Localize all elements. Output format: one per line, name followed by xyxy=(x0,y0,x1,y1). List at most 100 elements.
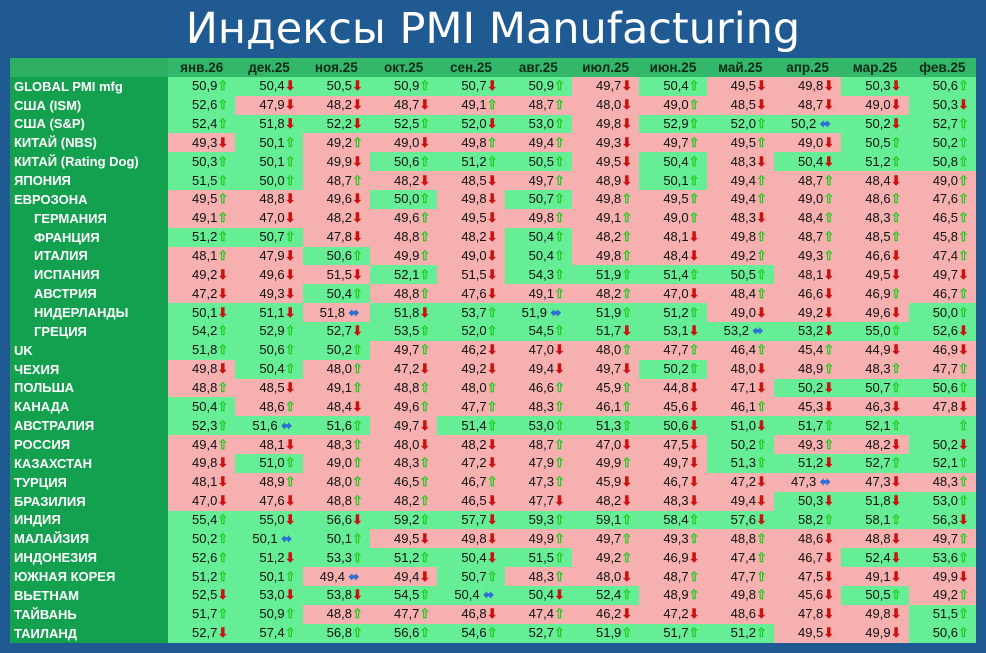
column-header: фев.25 xyxy=(908,58,976,77)
arrow-down-icon: ⬇ xyxy=(486,210,498,226)
arrow-up-icon: ⇧ xyxy=(688,511,700,527)
cell-value: 48,9 xyxy=(797,361,824,377)
value-cell: 50,4⇧ xyxy=(235,359,303,379)
arrow-up-icon: ⇧ xyxy=(756,229,767,245)
cell-value: 48,7 xyxy=(528,436,554,452)
arrow-up-icon: ⇧ xyxy=(688,172,700,188)
cell-value: 49,8 xyxy=(730,587,756,603)
arrow-up-icon: ⇧ xyxy=(419,229,431,245)
cell-value: 45,3 xyxy=(797,398,824,414)
value-cell: 50,6⇧ xyxy=(302,246,370,266)
cell-value: 49,6 xyxy=(259,266,285,282)
arrow-up-icon: ⇧ xyxy=(352,625,363,641)
value-cell: 49,7⬇ xyxy=(571,359,640,379)
table-row: ИНДОНЕЗИЯ 52,6⇧ 51,2⬇ 53,3⇧ 51,2⇧ 50,4⬇ 51,5⇧ 4… xyxy=(10,548,976,568)
cell-value: 48,4 xyxy=(730,285,756,301)
value-cell: 49,8⬇ xyxy=(571,114,640,134)
arrow-flat-icon: ⬌ xyxy=(819,474,831,490)
value-cell: 48,4⇧ xyxy=(706,284,774,304)
value-cell: 49,8⇧ xyxy=(504,208,572,228)
cell-value: 52,2 xyxy=(326,115,352,131)
arrow-up-icon: ⇧ xyxy=(284,606,296,622)
cell-value: 49,5 xyxy=(461,210,487,226)
value-cell: 52,6⇧ xyxy=(168,95,236,115)
value-cell: 47,3 ⬌ xyxy=(773,472,842,492)
cell-value: 52,4 xyxy=(865,549,891,565)
cell-value: 49,7 xyxy=(663,134,689,150)
arrow-up-icon: ⇧ xyxy=(958,304,969,320)
value-cell: 48,7⇧ xyxy=(504,435,572,454)
arrow-up-icon: ⇧ xyxy=(890,455,902,471)
arrow-down-icon: ⬇ xyxy=(756,153,767,169)
cell-value: 52,7 xyxy=(932,115,958,131)
cell-value: 49,5 xyxy=(865,266,891,282)
arrow-up-icon: ⇧ xyxy=(217,379,229,395)
value-cell: 50,2⇧ xyxy=(706,435,774,454)
value-cell: 50,2⇧ xyxy=(302,340,370,360)
arrow-up-icon: ⇧ xyxy=(890,417,902,433)
cell-value: 49,8 xyxy=(461,530,487,546)
cell-value: 49,3 xyxy=(663,530,689,546)
arrow-down-icon: ⬇ xyxy=(352,323,363,339)
arrow-up-icon: ⇧ xyxy=(554,436,565,452)
arrow-up-icon: ⇧ xyxy=(217,530,229,546)
cell-value: 48,2 xyxy=(461,436,487,452)
value-cell: 49,6⇧ xyxy=(369,397,438,417)
cell-value: 49,2 xyxy=(932,587,958,603)
cell-value: 49,3 xyxy=(192,134,218,150)
cell-value: 49,7 xyxy=(528,172,554,188)
arrow-up-icon: ⇧ xyxy=(554,247,565,263)
arrow-down-icon: ⬇ xyxy=(284,97,296,113)
value-cell: 48,1⬇ xyxy=(639,227,707,247)
arrow-up-icon: ⇧ xyxy=(419,587,431,603)
arrow-down-icon: ⬇ xyxy=(756,361,767,377)
arrow-up-icon: ⇧ xyxy=(284,361,296,377)
arrow-down-icon: ⬇ xyxy=(217,304,229,320)
arrow-down-icon: ⬇ xyxy=(823,97,835,113)
cell-value: 49,4 xyxy=(528,361,554,377)
value-cell: 49,7⇧ xyxy=(504,171,572,190)
arrow-down-icon: ⬇ xyxy=(823,78,835,94)
arrow-down-icon: ⬇ xyxy=(352,266,363,282)
arrow-up-icon: ⇧ xyxy=(823,191,835,207)
value-cell: 54,3⇧ xyxy=(504,265,572,285)
value-cell: 48,3⇧ xyxy=(841,208,909,228)
cell-value: 50,4 xyxy=(192,398,218,414)
arrow-down-icon: ⬇ xyxy=(890,436,902,452)
value-cell: 48,8⬇ xyxy=(235,189,303,209)
cell-value: 54,3 xyxy=(528,266,554,282)
cell-value: 49,7 xyxy=(932,530,958,546)
cell-value: 50,5 xyxy=(865,134,891,150)
cell-value: 46,1 xyxy=(730,398,756,414)
table-row: КАЗАХСТАН 49,8⬇ 51,0⇧ 49,0⇧ 48,3⇧ 47,2⬇ 47,9⇧ 4… xyxy=(10,453,976,473)
arrow-up-icon: ⇧ xyxy=(419,379,431,395)
value-cell: 51,9 ⬌ xyxy=(504,303,572,322)
cell-value: 49,6 xyxy=(394,398,420,414)
arrow-up-icon: ⇧ xyxy=(217,549,229,565)
value-cell: 48,2⇧ xyxy=(369,491,438,511)
value-cell: 52,0⇧ xyxy=(437,321,505,341)
arrow-down-icon: ⬇ xyxy=(352,191,363,207)
value-cell: 45,4⇧ xyxy=(773,340,842,360)
arrow-up-icon: ⇧ xyxy=(756,549,767,565)
value-cell: 51,5⇧ xyxy=(168,171,236,190)
cell-value: 46,3 xyxy=(865,398,891,414)
value-cell: 50,4⇧ xyxy=(168,397,236,417)
cell-value: 48,2 xyxy=(595,229,622,245)
arrow-flat-icon: ⬌ xyxy=(348,568,360,584)
cell-value: 55,0 xyxy=(865,323,891,339)
value-cell: 51,8⇧ xyxy=(168,340,236,360)
arrow-down-icon: ⬇ xyxy=(890,304,902,320)
value-cell: 48,6⬇ xyxy=(773,529,842,549)
cell-value: 49,1 xyxy=(528,285,554,301)
cell-value: 49,1 xyxy=(595,210,622,226)
arrow-down-icon: ⬇ xyxy=(217,587,229,603)
value-cell: 54,2⇧ xyxy=(168,321,236,341)
arrow-flat-icon: ⬌ xyxy=(550,304,562,320)
arrow-up-icon: ⇧ xyxy=(958,191,969,207)
cell-value: 55,4 xyxy=(192,511,218,527)
value-cell: 52,9⇧ xyxy=(639,114,707,134)
value-cell: 50,1 ⬌ xyxy=(235,529,303,549)
arrow-down-icon: ⬇ xyxy=(621,493,633,509)
cell-value: 52,5 xyxy=(192,587,218,603)
